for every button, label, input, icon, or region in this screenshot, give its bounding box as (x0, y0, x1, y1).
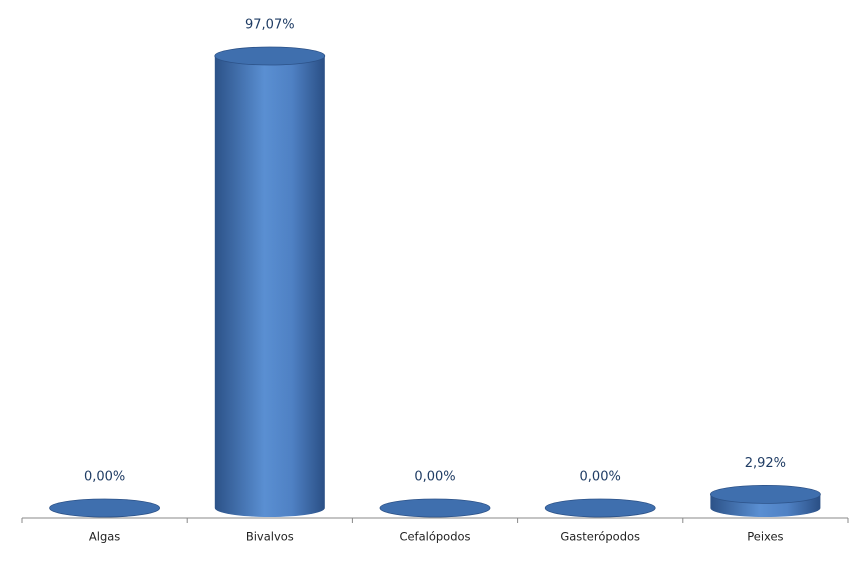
value-label: 97,07% (245, 18, 295, 33)
bar-top (544, 498, 656, 518)
x-tick-label: Cefalópodos (399, 530, 470, 544)
bar (214, 46, 326, 517)
bar (49, 498, 160, 518)
value-label: 2,92% (745, 456, 786, 471)
bar (710, 485, 821, 517)
value-label: 0,00% (414, 470, 455, 485)
x-tick-label: Peixes (747, 530, 783, 544)
value-label: 0,00% (84, 470, 125, 485)
bar (379, 498, 491, 518)
bar-top (379, 498, 491, 518)
bar-top (214, 46, 326, 66)
x-tick-label: Bivalvos (246, 530, 294, 544)
bar-body (214, 56, 325, 517)
bar (544, 498, 656, 518)
x-tick-label: Algas (89, 530, 120, 544)
value-label: 0,00% (580, 470, 621, 485)
x-tick-label: Gasterópodos (560, 530, 640, 544)
bar-top (49, 498, 160, 518)
bar-top (710, 485, 821, 504)
